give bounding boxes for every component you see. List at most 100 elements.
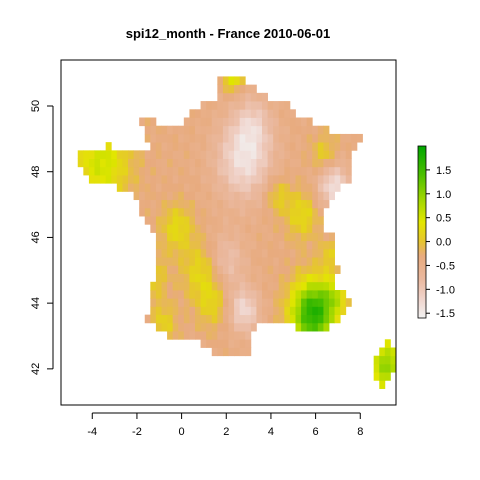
raster-cell <box>105 175 112 184</box>
raster-cell <box>228 314 235 324</box>
raster-cell <box>217 109 224 118</box>
raster-cell <box>189 224 196 233</box>
raster-cell <box>211 281 218 291</box>
raster-cell <box>312 273 319 283</box>
raster-cell <box>306 265 313 274</box>
raster-cell <box>234 248 241 258</box>
raster-cell <box>245 257 252 266</box>
raster-cell <box>256 142 263 151</box>
raster-cell <box>183 158 190 168</box>
raster-cell <box>200 199 207 209</box>
raster-cell <box>222 109 229 118</box>
raster-cell <box>284 224 291 233</box>
raster-cell <box>245 101 252 110</box>
raster-cell <box>200 158 207 168</box>
raster-cell <box>323 322 330 332</box>
raster-cell <box>167 175 174 184</box>
raster-cell <box>239 314 246 324</box>
raster-cell <box>234 84 241 94</box>
raster-cell <box>329 232 335 242</box>
raster-cell <box>234 290 241 299</box>
raster-cell <box>211 125 218 135</box>
raster-cell <box>245 240 252 250</box>
raster-cell <box>88 150 95 159</box>
raster-cell <box>234 158 241 168</box>
raster-cell <box>256 125 263 135</box>
raster-cell <box>306 150 313 159</box>
raster-cell <box>228 101 235 110</box>
raster-cell <box>295 183 302 192</box>
raster-cell <box>211 166 218 176</box>
raster-cell <box>256 117 263 127</box>
raster-cell <box>200 298 207 307</box>
raster-cell <box>323 240 330 250</box>
raster-cell <box>267 290 274 299</box>
raster-cell <box>183 191 190 201</box>
raster-cell <box>245 314 252 324</box>
raster-cell <box>323 166 330 176</box>
raster-cell <box>295 207 302 217</box>
raster-cell <box>178 207 185 217</box>
raster-cell <box>284 314 291 324</box>
raster-cell <box>373 372 380 381</box>
raster-cell <box>183 314 190 324</box>
raster-cell <box>77 158 84 168</box>
raster-cell <box>239 257 246 266</box>
raster-cell <box>250 101 257 110</box>
raster-cell <box>340 298 347 307</box>
raster-cell <box>334 158 341 168</box>
raster-cell <box>262 216 268 225</box>
raster-cell <box>306 207 313 217</box>
raster-cell <box>200 290 207 299</box>
raster-cell <box>161 298 168 307</box>
raster-cell <box>155 265 162 274</box>
raster-cell <box>262 183 268 192</box>
raster-cell <box>200 191 207 201</box>
raster-cell <box>234 232 241 242</box>
raster-cell <box>262 298 268 307</box>
raster-cell <box>284 273 291 283</box>
raster-cell <box>306 191 313 201</box>
raster-cell <box>301 281 308 291</box>
raster-cell <box>172 265 179 274</box>
raster-cell <box>172 142 179 151</box>
raster-cell <box>195 232 201 242</box>
raster-cell <box>256 314 263 324</box>
raster-cell <box>301 273 308 283</box>
raster-cell <box>172 281 179 291</box>
raster-cell <box>189 240 196 250</box>
raster-cell <box>256 257 263 266</box>
raster-cell <box>273 240 280 250</box>
raster-cell <box>172 166 179 176</box>
raster-cell <box>172 322 179 332</box>
raster-cell <box>222 175 229 184</box>
raster-cell <box>206 117 213 127</box>
raster-cell <box>295 240 302 250</box>
raster-cell <box>284 150 291 159</box>
raster-cell <box>200 183 207 192</box>
raster-cell <box>273 232 280 242</box>
raster-cell <box>329 240 335 250</box>
raster-cell <box>217 142 224 151</box>
raster-cell <box>217 216 224 225</box>
raster-cell <box>222 101 229 110</box>
raster-cell <box>189 216 196 225</box>
raster-cell <box>301 207 308 217</box>
raster-cell <box>267 298 274 307</box>
raster-cell <box>206 224 213 233</box>
raster-cell <box>262 240 268 250</box>
raster-cell <box>150 142 157 151</box>
raster-cell <box>111 150 118 159</box>
raster-cell <box>183 306 190 316</box>
raster-cell <box>206 314 213 324</box>
raster-cell <box>206 232 213 242</box>
raster-cell <box>189 281 196 291</box>
raster-cell <box>250 142 257 151</box>
raster-cell <box>262 207 268 217</box>
raster-cell <box>239 191 246 201</box>
raster-cell <box>317 248 324 258</box>
x-tick-label: 8 <box>357 426 363 438</box>
raster-cell <box>317 240 324 250</box>
raster-cell <box>234 175 241 184</box>
raster-cell <box>211 339 218 348</box>
